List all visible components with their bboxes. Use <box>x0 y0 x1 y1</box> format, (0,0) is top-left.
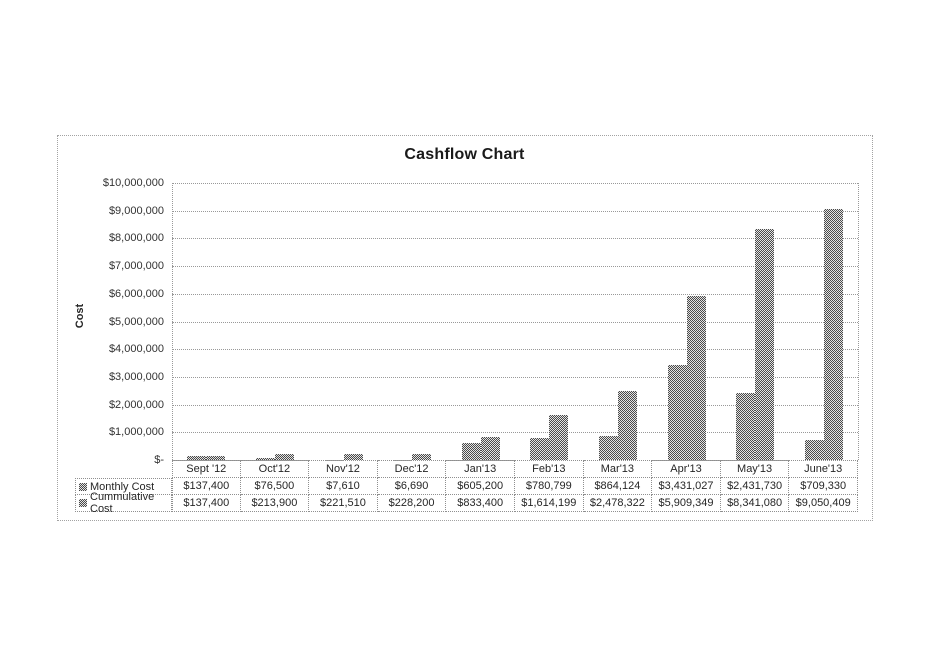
y-tick-label: $- <box>154 454 164 466</box>
value-cell: $2,431,730 <box>720 478 790 495</box>
value-cell: $709,330 <box>789 478 858 495</box>
bar-cumulative-Nov'12 <box>343 453 363 460</box>
category-cell: Mar'13 <box>583 460 653 478</box>
legend-swatch-icon <box>79 499 87 507</box>
bar-cumulative-Mar'13 <box>617 391 637 460</box>
bar-monthly-Mar'13 <box>598 436 618 460</box>
category-cell: Apr'13 <box>652 460 721 478</box>
gridline <box>172 183 858 184</box>
y-tick-label: $2,000,000 <box>108 398 164 411</box>
gridline <box>172 404 858 406</box>
value-cell: $7,610 <box>309 478 378 495</box>
value-cell: $137,400 <box>172 495 241 512</box>
bar-cumulative-Sept '12 <box>206 456 226 460</box>
bar-monthly-June'13 <box>804 440 824 460</box>
value-cell: $137,400 <box>172 478 241 495</box>
value-cell: $76,500 <box>240 478 310 495</box>
value-cell: $2,478,322 <box>583 495 653 512</box>
bar-cumulative-Dec'12 <box>412 453 432 460</box>
category-cell: Jan'13 <box>446 460 515 478</box>
series-label-cell: Cummulative Cost <box>75 491 172 515</box>
gridline <box>172 266 858 268</box>
series-name: Monthly Cost <box>90 480 155 493</box>
value-cell: $8,341,080 <box>720 495 790 512</box>
y-tick-label: $7,000,000 <box>108 260 164 273</box>
value-cell: $6,690 <box>377 478 447 495</box>
bar-monthly-Oct'12 <box>255 457 275 460</box>
bar-cumulative-Apr'13 <box>686 296 706 460</box>
bar-cumulative-Feb'13 <box>549 415 569 460</box>
value-cell: $1,614,199 <box>515 495 584 512</box>
y-tick-label: $9,000,000 <box>108 204 164 217</box>
legend-swatch-icon <box>79 482 87 491</box>
y-tick-label: $3,000,000 <box>108 370 164 383</box>
bar-cumulative-May'13 <box>755 228 775 460</box>
plot-left-edge <box>172 183 173 460</box>
category-cell: Oct'12 <box>240 460 310 478</box>
y-tick-label: $6,000,000 <box>108 287 164 300</box>
bar-cumulative-Oct'12 <box>274 454 294 460</box>
category-cell: Feb'13 <box>515 460 584 478</box>
category-cell: Sept '12 <box>172 460 241 478</box>
series-name: Cummulative Cost <box>90 491 155 515</box>
gridline <box>172 210 858 212</box>
value-cell: $3,431,027 <box>652 478 721 495</box>
bar-monthly-Jan'13 <box>461 443 481 460</box>
gridline <box>172 349 858 351</box>
category-cell: May'13 <box>720 460 790 478</box>
category-cell: Dec'12 <box>377 460 447 478</box>
y-tick-label: $8,000,000 <box>108 232 164 245</box>
value-cell: $833,400 <box>446 495 515 512</box>
bar-monthly-May'13 <box>736 392 756 460</box>
category-cell: June'13 <box>789 460 858 478</box>
y-tick-label: $1,000,000 <box>108 426 164 439</box>
bar-cumulative-June'13 <box>823 209 843 460</box>
gridline <box>172 293 858 295</box>
y-tick-label: $10,000,000 <box>102 177 164 189</box>
y-tick-label: $5,000,000 <box>108 315 164 328</box>
gridline <box>172 321 858 323</box>
gridline <box>172 432 858 434</box>
series-label-cell: Monthly Cost <box>75 478 172 495</box>
y-tick-label: $4,000,000 <box>108 343 164 356</box>
chart-title: Cashflow Chart <box>404 146 525 163</box>
gridline <box>172 376 858 378</box>
value-cell: $221,510 <box>309 495 378 512</box>
bar-cumulative-Jan'13 <box>480 436 500 460</box>
plot-right-edge <box>858 183 859 460</box>
gridline <box>172 238 858 240</box>
value-cell: $780,799 <box>515 478 584 495</box>
bar-monthly-Sept '12 <box>187 456 207 460</box>
value-cell: $213,900 <box>240 495 310 512</box>
value-cell: $9,050,409 <box>789 495 858 512</box>
category-cell: Nov'12 <box>309 460 378 478</box>
bar-monthly-Feb'13 <box>530 438 550 460</box>
value-cell: $605,200 <box>446 478 515 495</box>
value-cell: $228,200 <box>377 495 447 512</box>
value-cell: $864,124 <box>583 478 653 495</box>
bar-monthly-Apr'13 <box>667 364 687 460</box>
value-cell: $5,909,349 <box>652 495 721 512</box>
